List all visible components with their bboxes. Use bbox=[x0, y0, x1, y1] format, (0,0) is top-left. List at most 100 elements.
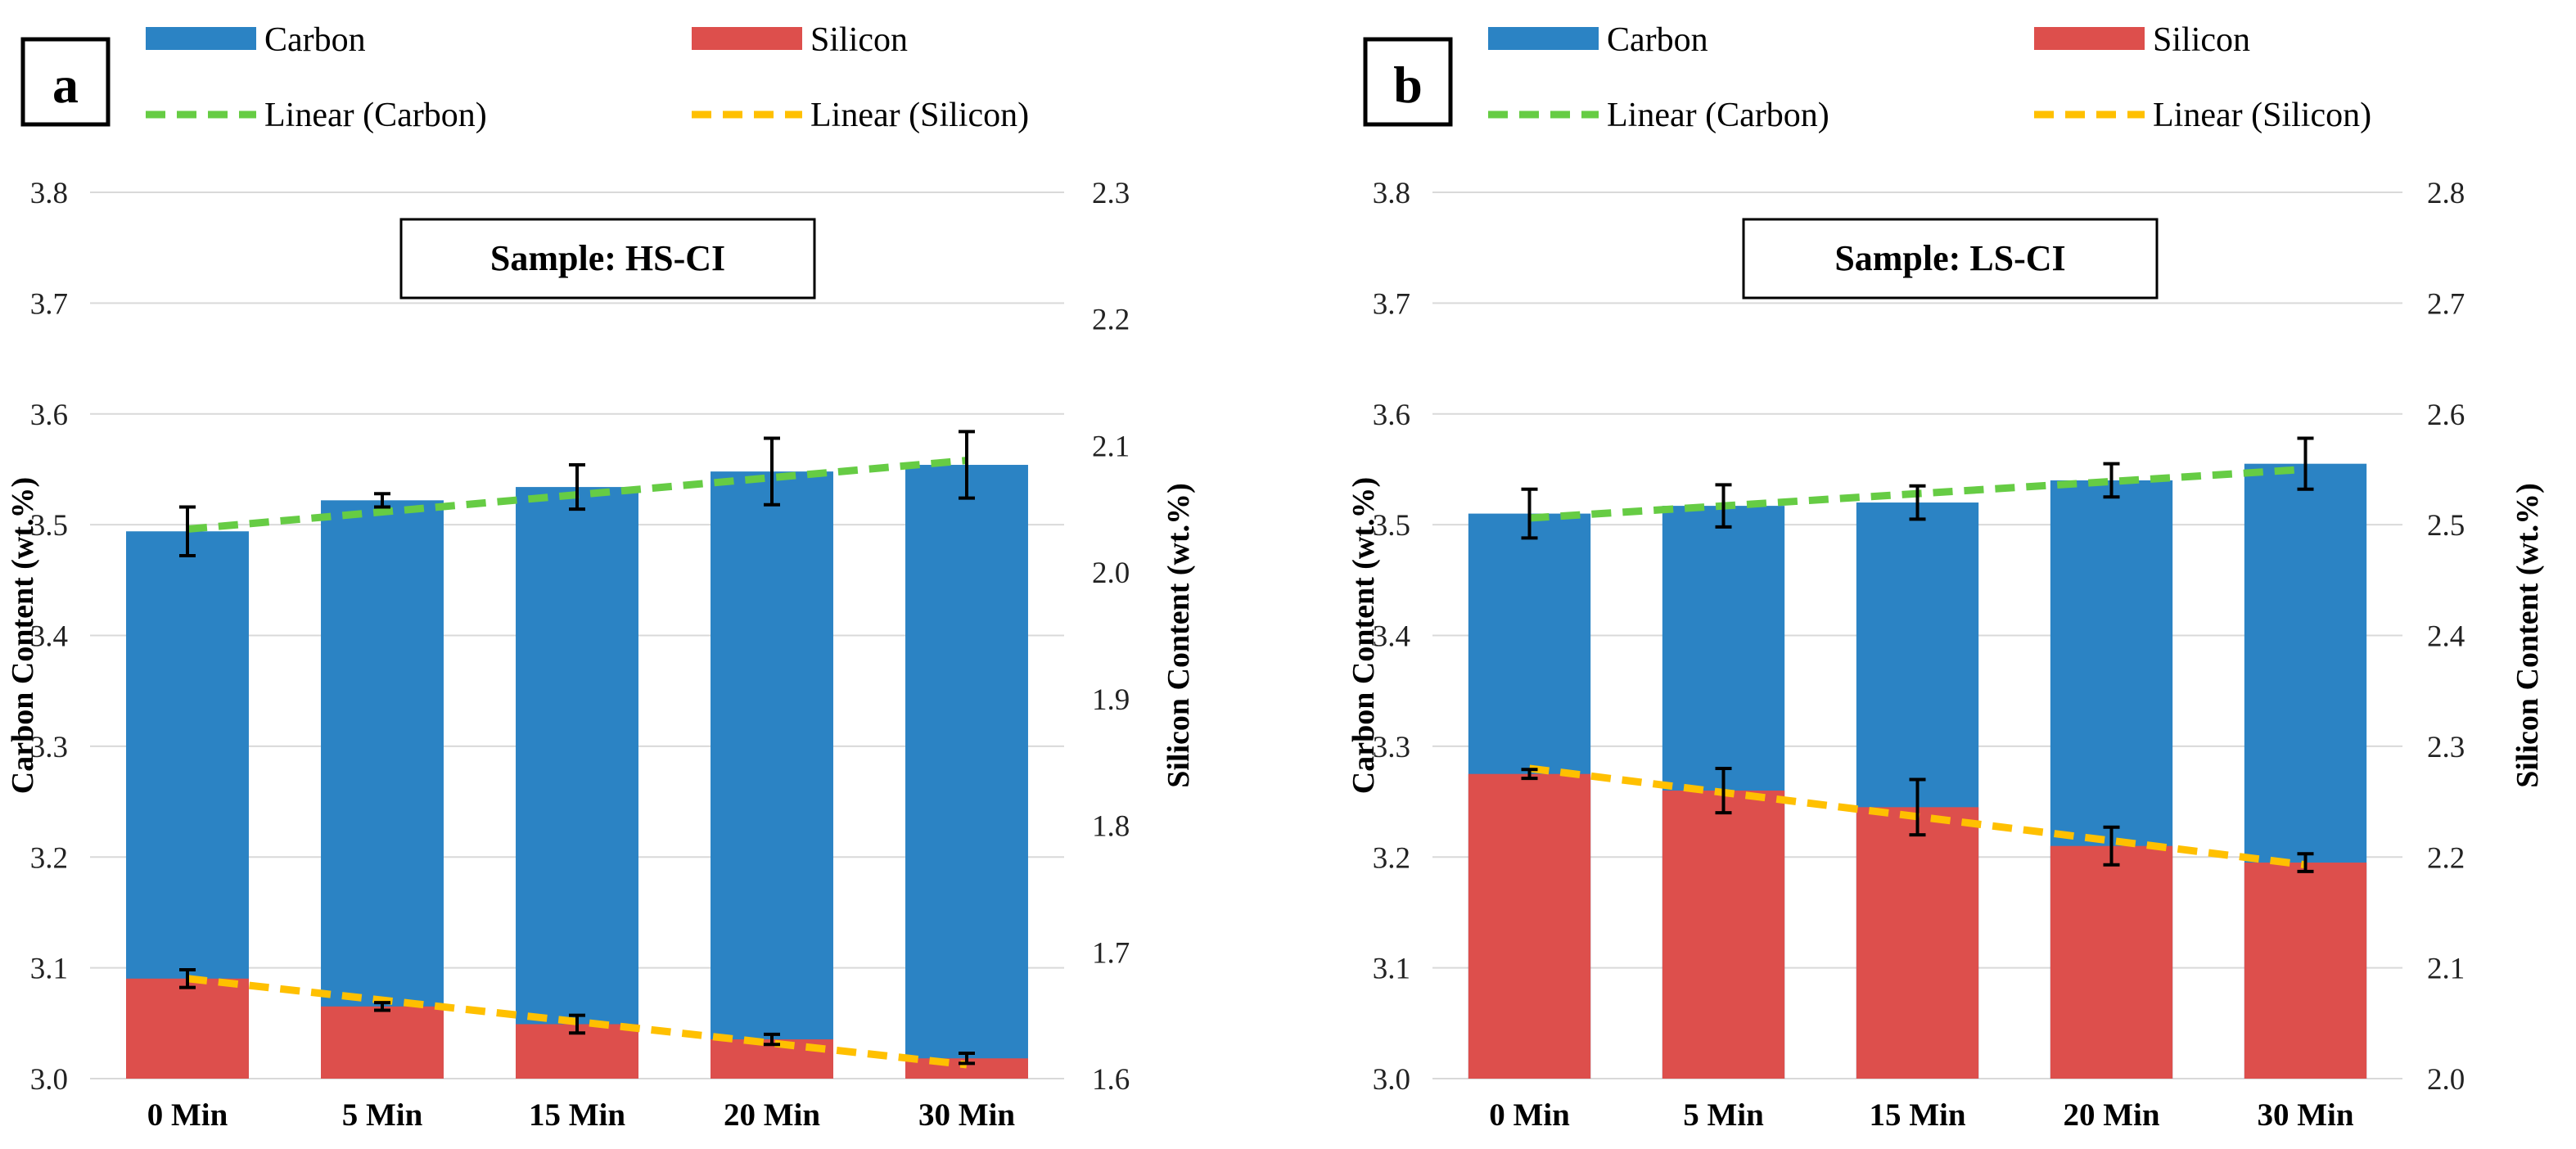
carbon-error-bar bbox=[1521, 487, 1538, 540]
y2-axis-label: Silicon Content (wt.%) bbox=[1162, 483, 1196, 788]
right-tick-label: 2.1 bbox=[2427, 953, 2465, 986]
sample-label-box bbox=[399, 218, 816, 300]
legend-carbon-label: Carbon bbox=[264, 21, 366, 59]
legend-silicon-label: Silicon bbox=[2153, 21, 2250, 59]
legend-linear-carbon-label: Linear (Carbon) bbox=[264, 97, 487, 134]
category-label: 20 Min bbox=[724, 1097, 820, 1133]
category-label: 0 Min bbox=[147, 1097, 228, 1133]
silicon-error-bar bbox=[179, 967, 196, 989]
panel-label-box bbox=[1363, 37, 1453, 127]
right-tick-label: 1.9 bbox=[1092, 683, 1130, 717]
legend-carbon-swatch bbox=[1488, 27, 1599, 50]
left-tick-label: 3.1 bbox=[1373, 953, 1410, 986]
category-label: 15 Min bbox=[529, 1097, 625, 1133]
left-tick-label: 3.4 bbox=[30, 620, 68, 654]
right-tick-label: 2.2 bbox=[1092, 304, 1130, 337]
panel-label-box bbox=[20, 37, 111, 127]
silicon-error-bar bbox=[2297, 852, 2314, 873]
carbon-error-bar bbox=[1909, 484, 1926, 521]
carbon-bar bbox=[516, 487, 638, 1079]
silicon-bar bbox=[321, 1006, 444, 1079]
silicon-bar bbox=[1856, 807, 1979, 1079]
legend-silicon-swatch bbox=[692, 27, 802, 50]
legend-linear-carbon-label: Linear (Carbon) bbox=[1607, 97, 1829, 134]
carbon-error-bar bbox=[959, 430, 975, 500]
right-tick-label: 2.1 bbox=[1092, 430, 1130, 463]
legend-silicon-label: Silicon bbox=[810, 21, 908, 59]
right-tick-label: 2.3 bbox=[2427, 731, 2465, 764]
right-tick-label: 2.5 bbox=[2427, 509, 2465, 543]
left-tick-label: 3.0 bbox=[30, 1063, 68, 1097]
left-tick-label: 3.8 bbox=[30, 177, 68, 210]
carbon-error-bar bbox=[2103, 462, 2120, 499]
silicon-error-bar bbox=[569, 1013, 585, 1035]
left-tick-label: 3.3 bbox=[1373, 731, 1410, 764]
sample-label-box bbox=[1742, 218, 2159, 300]
silicon-bar bbox=[2244, 863, 2367, 1079]
left-tick-label: 3.2 bbox=[1373, 841, 1410, 875]
legend-linear-silicon-label: Linear (Silicon) bbox=[2153, 97, 2371, 134]
y2-axis-label: Silicon Content (wt.%) bbox=[2511, 483, 2545, 788]
carbon-error-bar bbox=[179, 505, 196, 558]
carbon-error-bar bbox=[2297, 436, 2314, 491]
right-tick-label: 2.8 bbox=[2427, 177, 2465, 210]
category-label: 5 Min bbox=[1683, 1097, 1764, 1133]
sample-label: Sample: LS-CI bbox=[1834, 238, 2065, 278]
silicon-bar bbox=[2050, 845, 2173, 1079]
left-tick-label: 3.7 bbox=[30, 287, 68, 321]
left-tick-label: 3.8 bbox=[1373, 177, 1410, 210]
y-axis-label: Carbon Content (wt.%) bbox=[1347, 477, 1381, 794]
category-label: 0 Min bbox=[1489, 1097, 1570, 1133]
panel-label: a bbox=[52, 56, 79, 114]
category-label: 30 Min bbox=[918, 1097, 1015, 1133]
left-tick-label: 3.6 bbox=[30, 399, 68, 432]
carbon-error-bar bbox=[569, 463, 585, 511]
right-tick-label: 1.6 bbox=[1092, 1063, 1130, 1097]
y-axis-label: Carbon Content (wt.%) bbox=[6, 477, 40, 794]
left-tick-label: 3.7 bbox=[1373, 287, 1410, 321]
right-tick-label: 2.0 bbox=[1092, 556, 1130, 590]
right-tick-label: 2.7 bbox=[2427, 287, 2465, 321]
carbon-bar bbox=[905, 465, 1028, 1079]
carbon-bar bbox=[711, 471, 833, 1079]
legend-silicon-swatch bbox=[2034, 27, 2145, 50]
legend: Carbon Silicon Linear (Carbon) Linear (Sili… bbox=[1488, 21, 2371, 134]
panel-label: b bbox=[1393, 56, 1423, 114]
chart-panel-a: 3.0 3.1 3.2 3.3 3.4 3.5 3.6 3.7 3.8 1.6 1.7 1.8 1.9 2… bbox=[6, 21, 1196, 1133]
right-tick-label: 1.7 bbox=[1092, 936, 1130, 970]
carbon-error-bar bbox=[1715, 483, 1732, 529]
silicon-bar bbox=[1468, 773, 1591, 1079]
legend: Carbon Silicon Linear (Carbon) Linear (Sili… bbox=[146, 21, 1029, 134]
legend-carbon-label: Carbon bbox=[1607, 21, 1708, 59]
right-tick-label: 2.3 bbox=[1092, 177, 1130, 210]
legend-linear-silicon-label: Linear (Silicon) bbox=[810, 97, 1029, 134]
legend-carbon-swatch bbox=[146, 27, 256, 50]
left-tick-label: 3.0 bbox=[1373, 1063, 1410, 1097]
left-tick-label: 3.1 bbox=[30, 953, 68, 986]
silicon-bar bbox=[126, 978, 249, 1079]
silicon-error-bar bbox=[374, 1001, 390, 1012]
carbon-error-bar bbox=[374, 492, 390, 509]
sample-label: Sample: HS-CI bbox=[490, 238, 725, 278]
right-tick-label: 1.8 bbox=[1092, 810, 1130, 844]
left-tick-label: 3.4 bbox=[1373, 620, 1410, 654]
chart-panel-b: 3.0 3.1 3.2 3.3 3.4 3.5 3.6 3.7 3.8 2.0 2.1 2.2 2.3 2… bbox=[1347, 21, 2545, 1133]
right-tick-label: 2.0 bbox=[2427, 1063, 2465, 1097]
left-tick-label: 3.5 bbox=[1373, 509, 1410, 543]
category-label: 20 Min bbox=[2063, 1097, 2159, 1133]
left-tick-label: 3.5 bbox=[30, 509, 68, 543]
silicon-error-bar bbox=[2103, 825, 2120, 867]
carbon-bar bbox=[321, 500, 444, 1079]
right-tick-label: 2.4 bbox=[2427, 620, 2465, 654]
right-tick-label: 2.6 bbox=[2427, 399, 2465, 432]
left-tick-label: 3.6 bbox=[1373, 399, 1410, 432]
silicon-error-bar bbox=[959, 1052, 975, 1066]
silicon-error-bar bbox=[1715, 766, 1732, 815]
category-label: 30 Min bbox=[2257, 1097, 2353, 1133]
left-tick-label: 3.3 bbox=[30, 731, 68, 764]
silicon-error-bar bbox=[1909, 777, 1926, 837]
right-tick-label: 2.2 bbox=[2427, 841, 2465, 875]
silicon-error-bar bbox=[764, 1032, 780, 1047]
category-label: 15 Min bbox=[1869, 1097, 1965, 1133]
silicon-error-bar bbox=[1521, 768, 1538, 781]
